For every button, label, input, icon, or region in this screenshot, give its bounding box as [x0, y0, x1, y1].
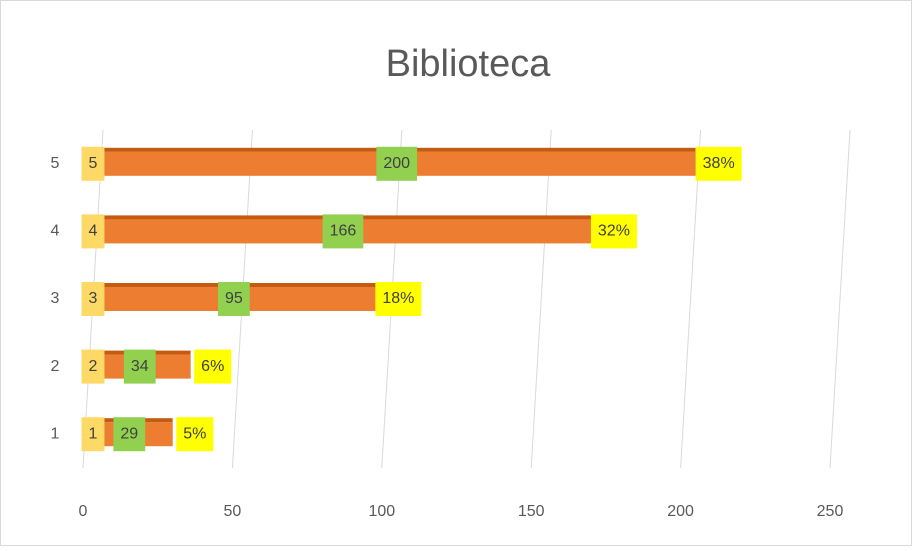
data-label: 1: [89, 425, 98, 442]
data-label: 4: [89, 223, 98, 240]
data-label: 5%: [183, 425, 206, 442]
x-tick-label: 200: [667, 503, 694, 520]
y-tick-label: 3: [51, 290, 60, 307]
x-tick-label: 150: [518, 503, 545, 520]
data-label: 34: [131, 358, 149, 375]
data-label: 200: [383, 155, 410, 172]
chart-title: Biblioteca: [386, 43, 552, 85]
data-label: 2: [89, 358, 98, 375]
x-tick-label: 250: [817, 503, 844, 520]
data-label: 29: [120, 425, 138, 442]
data-label: 32%: [598, 223, 630, 240]
y-tick-label: 5: [51, 155, 60, 172]
data-label: 166: [330, 223, 357, 240]
data-label: 6%: [201, 358, 224, 375]
y-tick-label: 4: [51, 223, 60, 240]
data-label: 3: [89, 290, 98, 307]
data-label: 18%: [382, 290, 414, 307]
data-label: 95: [225, 290, 243, 307]
x-tick-label: 50: [224, 503, 242, 520]
y-tick-label: 1: [51, 425, 60, 442]
x-tick-label: 100: [368, 503, 395, 520]
x-tick-label: 0: [79, 503, 88, 520]
y-tick-label: 2: [51, 358, 60, 375]
data-label: 5: [89, 155, 98, 172]
data-label: 38%: [703, 155, 735, 172]
